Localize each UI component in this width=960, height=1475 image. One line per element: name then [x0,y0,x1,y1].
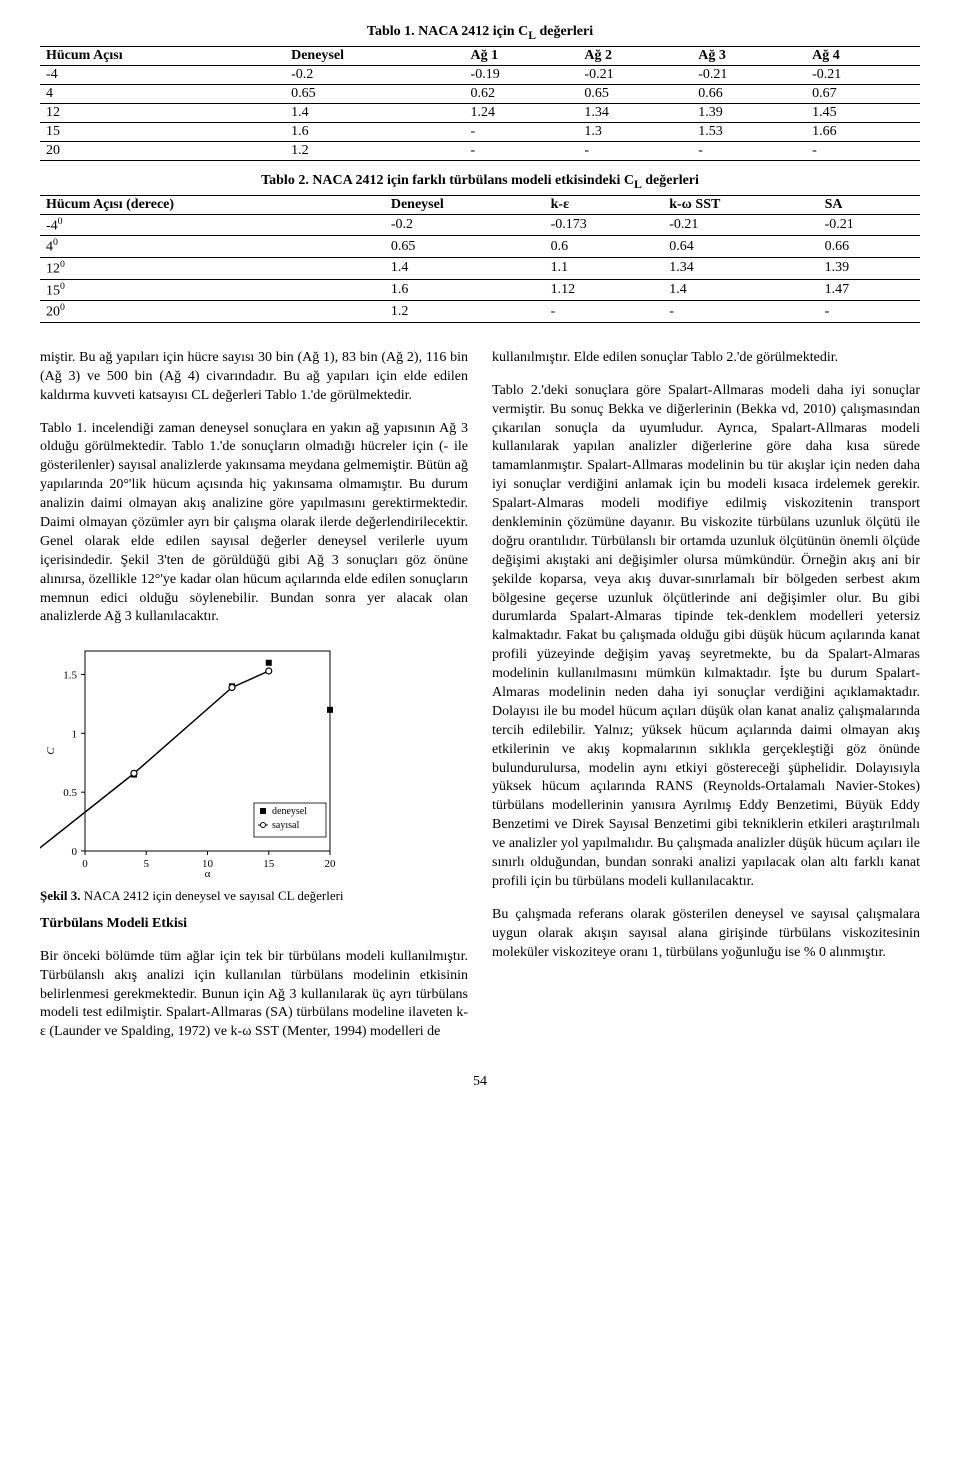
right-column: kullanılmıştır. Elde edilen sonuçlar Tab… [492,335,920,1056]
svg-text:α: α [205,868,211,880]
svg-text:0: 0 [82,858,88,870]
table1: Hücum AçısıDeneyselAğ 1Ağ 2Ağ 3Ağ 4 -4-0… [40,46,920,161]
table2: Hücum Açısı (derece)Deneyselk-εk-ω SSTSA… [40,195,920,323]
table2-header: k-ω SST [663,195,818,214]
figure3-chart: 0510152000.511.5Cαdeneyselsayısal [40,641,340,881]
table1-header: Deneysel [285,46,464,65]
table1-row: -4-0.2-0.19-0.21-0.21-0.21 [40,65,920,84]
table1-row: 121.41.241.341.391.45 [40,103,920,122]
table2-row: 2001.2--- [40,301,920,323]
svg-text:15: 15 [263,858,275,870]
table1-row: 201.2---- [40,141,920,160]
table2-row: 1501.61.121.41.47 [40,279,920,301]
table2-header: Hücum Açısı (derece) [40,195,385,214]
table1-row: 40.650.620.650.660.67 [40,84,920,103]
table1-header: Ağ 4 [806,46,920,65]
table2-header: k-ε [545,195,664,214]
table2-title: Tablo 2. NACA 2412 için farklı türbülans… [40,173,920,191]
table1-row: 151.6-1.31.531.66 [40,122,920,141]
svg-text:20: 20 [325,858,337,870]
left-column: miştir. Bu ağ yapıları için hücre sayısı… [40,335,468,1056]
figure3-caption: Şekil 3. NACA 2412 için deneysel ve sayı… [40,887,468,905]
table1-header: Ağ 1 [465,46,579,65]
svg-text:1: 1 [72,729,78,741]
para-right-1: kullanılmıştır. Elde edilen sonuçlar Tab… [492,349,920,368]
svg-text:deneysel: deneysel [272,806,307,817]
para-left-2: Tablo 1. incelendiği zaman deneysel sonu… [40,420,468,628]
two-column-layout: miştir. Bu ağ yapıları için hücre sayısı… [40,335,920,1056]
table2-row: 400.650.60.640.66 [40,236,920,258]
svg-text:sayısal: sayısal [272,820,299,831]
svg-text:C: C [45,747,57,755]
section-heading: Türbülans Modeli Etkisi [40,915,468,934]
para-right-2: Tablo 2.'deki sonuçlara göre Spalart-All… [492,382,920,892]
para-left-3: Bir önceki bölümde tüm ağlar için tek bi… [40,948,468,1042]
table1-title: Tablo 1. NACA 2412 için CL değerleri [40,24,920,42]
svg-text:1.5: 1.5 [63,670,77,682]
page-number: 54 [40,1074,920,1090]
table2-row: -40-0.2-0.173-0.21-0.21 [40,214,920,236]
table2-header: SA [819,195,920,214]
table2-row: 1201.41.11.341.39 [40,257,920,279]
table1-header: Hücum Açısı [40,46,285,65]
table2-header: Deneysel [385,195,545,214]
svg-text:0.5: 0.5 [63,788,77,800]
para-right-3: Bu çalışmada referans olarak gösterilen … [492,906,920,963]
table1-header: Ağ 2 [578,46,692,65]
svg-text:5: 5 [144,858,150,870]
para-left-1: miştir. Bu ağ yapıları için hücre sayısı… [40,349,468,406]
table1-header: Ağ 3 [692,46,806,65]
svg-text:0: 0 [72,846,78,858]
